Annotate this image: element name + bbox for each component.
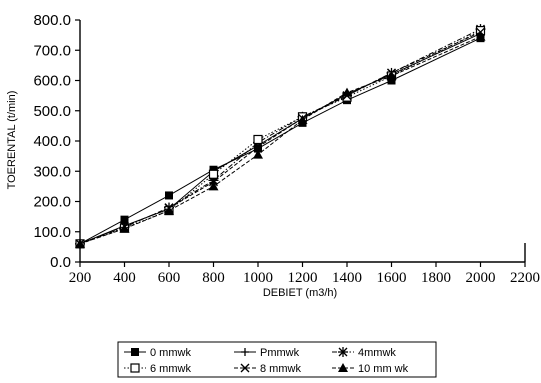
data-point	[475, 31, 486, 41]
x-tick-label: 1400	[332, 270, 362, 286]
y-axis-label: TOERENTAL (t/min)	[6, 91, 18, 190]
y-tick-label: 100.0	[33, 224, 71, 241]
x-tick-label: 800	[202, 270, 225, 286]
series-line	[79, 36, 481, 245]
legend-marker-swatch	[240, 363, 250, 373]
y-tick-label: 700.0	[33, 42, 71, 59]
data-point	[119, 223, 130, 233]
legend-item: 0 mmwk	[124, 347, 191, 359]
x-tick-label: 200	[69, 270, 92, 286]
x-tick-label: 1600	[377, 270, 407, 286]
legend: 0 mmwk Pmmwk 4mmwk 6 mmwk 8 mmwk 10 mm wk	[117, 341, 437, 378]
y-tick-label: 200.0	[33, 194, 71, 211]
y-ticks: 0.0 100.0 200.0 300.0 400.0 500.0 600.0 700.0 80…	[33, 12, 80, 271]
data-point	[75, 238, 85, 248]
data-point	[253, 142, 263, 152]
legend-marker-swatch	[131, 348, 139, 356]
data-point	[386, 70, 397, 80]
x-ticks: 200 400 600 800 1000 1200 1400 1600 1800 2000 2200	[69, 262, 540, 286]
series-line	[79, 37, 481, 245]
series-group	[75, 24, 486, 249]
legend-label: 10 mm wk	[358, 363, 409, 375]
y-tick-label: 800.0	[33, 12, 71, 29]
series-4	[75, 27, 485, 249]
x-tick-label: 400	[113, 270, 136, 286]
legend-marker-swatch	[241, 348, 249, 356]
data-point	[297, 114, 308, 124]
x-tick-label: 1800	[421, 270, 451, 286]
legend-label: 8 mmwk	[260, 363, 301, 375]
data-point	[253, 149, 263, 159]
y-tick-label: 600.0	[33, 73, 71, 90]
legend-item: Pmmwk	[234, 347, 300, 359]
data-point	[120, 215, 129, 224]
axes	[79, 20, 526, 263]
x-tick-label: 1000	[243, 270, 273, 286]
y-tick-label: 400.0	[33, 133, 71, 150]
y-tick-label: 0.0	[50, 254, 71, 271]
series-5	[75, 31, 486, 248]
legend-marker-swatch	[338, 363, 348, 372]
legend-marker-swatch	[338, 347, 348, 357]
data-point	[208, 169, 219, 179]
legend-item: 6 mmwk	[124, 363, 191, 375]
data-point	[208, 181, 219, 191]
legend-item: 10 mm wk	[332, 363, 409, 375]
x-tick-label: 2200	[510, 270, 540, 286]
data-point	[253, 134, 263, 145]
legend-label: 4mmwk	[358, 347, 396, 359]
legend-marker-swatch	[130, 363, 140, 373]
series-0	[76, 34, 485, 248]
legend-label: 6 mmwk	[150, 363, 191, 375]
x-tick-label: 2000	[466, 270, 496, 286]
legend-item: 8 mmwk	[234, 363, 301, 375]
legend-box	[117, 341, 437, 378]
y-tick-label: 300.0	[33, 163, 71, 180]
x-tick-label: 1200	[288, 270, 318, 286]
legend-label: 0 mmwk	[150, 347, 191, 359]
series-line	[79, 33, 481, 245]
data-point	[342, 87, 352, 97]
data-point	[165, 191, 173, 200]
series-line	[79, 31, 481, 245]
data-point	[164, 205, 174, 215]
x-axis-label: DEBIET (m3/h)	[263, 287, 337, 299]
legend-label: Pmmwk	[260, 347, 300, 359]
y-tick-label: 500.0	[33, 103, 71, 120]
x-tick-label: 600	[158, 270, 181, 286]
legend-item: 4mmwk	[332, 347, 396, 359]
